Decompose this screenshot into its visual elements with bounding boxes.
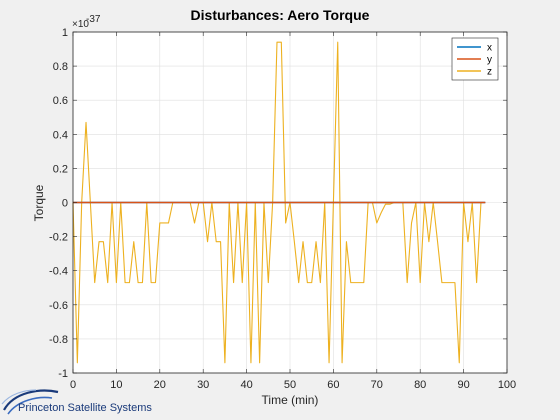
x-tick-label: 80 bbox=[414, 379, 426, 391]
y-tick-label: -0.6 bbox=[49, 300, 68, 312]
company-logo: Princeton Satellite Systems bbox=[1, 389, 152, 415]
x-ticks: 0 10 20 30 40 50 60 70 80 90 100 bbox=[70, 32, 516, 391]
y-tick-label: 0.4 bbox=[53, 129, 68, 141]
x-tick-label: 100 bbox=[498, 379, 516, 391]
chart-title: Disturbances: Aero Torque bbox=[191, 7, 370, 23]
series-line-z bbox=[72, 41, 486, 364]
y-tick-label: 0.8 bbox=[53, 61, 68, 73]
y-exponent-label: ×10 -37 bbox=[72, 14, 101, 30]
logo-text: Princeton Satellite Systems bbox=[18, 402, 152, 414]
legend[interactable]: xyz bbox=[451, 37, 499, 81]
y-tick-label: 0.2 bbox=[53, 163, 68, 175]
y-tick-label: 1 bbox=[62, 27, 68, 39]
x-axis-label: Time (min) bbox=[262, 393, 319, 407]
y-tick-label: 0 bbox=[62, 198, 68, 210]
legend-label-z: z bbox=[487, 67, 492, 78]
chart-axes: 0 10 20 30 40 50 60 70 80 90 100 -1-0.8-0.6-0.4-0.… bbox=[49, 27, 516, 391]
y-tick-label: -0.4 bbox=[49, 266, 68, 278]
x-tick-label: 20 bbox=[154, 379, 166, 391]
y-exponent-base: ×10 bbox=[72, 19, 89, 30]
x-tick-label: 30 bbox=[197, 379, 209, 391]
series-lines bbox=[72, 41, 486, 364]
y-ticks: -1 -0.8 -0.6 -0.4 -0.2 0 0.2 0.4 0.6 0.8 1 bbox=[49, 27, 507, 380]
x-tick-label: 90 bbox=[457, 379, 469, 391]
y-tick-label: -0.2 bbox=[49, 232, 68, 244]
x-tick-label: 60 bbox=[327, 379, 339, 391]
swoosh-logo-icon bbox=[1, 389, 59, 415]
y-axis-label: Torque bbox=[32, 184, 46, 221]
legend-label-y: y bbox=[487, 55, 492, 66]
y-tick-label: -1 bbox=[58, 368, 68, 380]
x-tick-label: 10 bbox=[110, 379, 122, 391]
x-tick-label: 50 bbox=[284, 379, 296, 391]
legend-label-x: x bbox=[487, 43, 492, 54]
x-tick-label: 0 bbox=[70, 379, 76, 391]
y-tick-label: 0.6 bbox=[53, 95, 68, 107]
x-tick-label: 40 bbox=[240, 379, 252, 391]
x-tick-label: 70 bbox=[371, 379, 383, 391]
y-tick-label: -0.8 bbox=[49, 334, 68, 346]
y-exponent-power: -37 bbox=[86, 14, 101, 25]
